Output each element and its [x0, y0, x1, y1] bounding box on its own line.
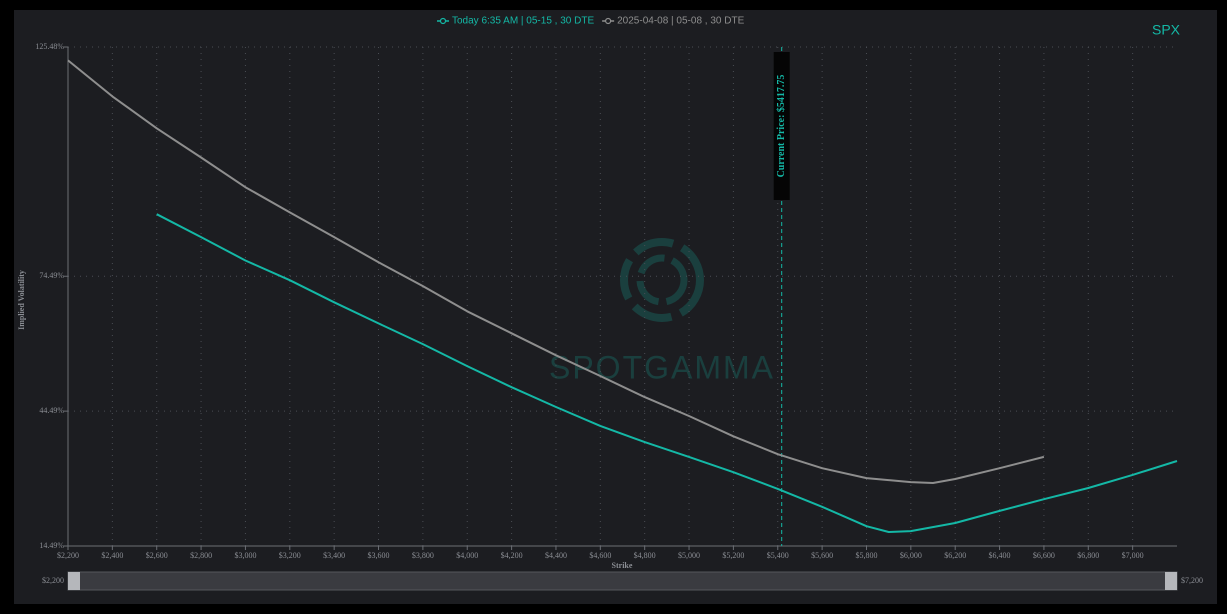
- x-tick-label: $5,600: [811, 551, 833, 560]
- range-slider[interactable]: [67, 571, 1178, 591]
- x-tick-label: $4,600: [589, 551, 611, 560]
- chart-background: [14, 10, 1217, 604]
- x-tick-label: $7,000: [1122, 551, 1144, 560]
- range-slider-end: $7,200: [1181, 576, 1203, 585]
- y-tick-label: 74.49%: [39, 271, 64, 280]
- x-tick-label: $5,200: [722, 551, 744, 560]
- x-tick-label: $4,800: [634, 551, 656, 560]
- x-tick-label: $3,400: [323, 551, 345, 560]
- current-price-label: Current Price: $5417.75: [776, 75, 787, 178]
- watermark: SPOTGAMMA: [549, 238, 775, 385]
- x-tick-label: $3,800: [412, 551, 434, 560]
- x-tick-label: $5,000: [678, 551, 700, 560]
- series-line: [67, 59, 1045, 484]
- range-slider-handle[interactable]: [1165, 572, 1177, 590]
- y-tick-label: 44.49%: [39, 406, 64, 415]
- x-tick-label: $3,000: [234, 551, 256, 560]
- legend-label: Today 6:35 AM | 05-15 , 30 DTE: [452, 16, 594, 27]
- watermark-logo: [620, 238, 704, 322]
- x-tick-label: $2,200: [57, 551, 79, 560]
- x-tick-label: $4,000: [456, 551, 478, 560]
- watermark-text: SPOTGAMMA: [549, 349, 775, 385]
- x-tick-label: $2,600: [146, 551, 168, 560]
- x-tick-label: $6,400: [989, 551, 1011, 560]
- legend: Today 6:35 AM | 05-15 , 30 DTE 2025-04-08…: [437, 16, 745, 27]
- x-tick-label: $4,400: [545, 551, 567, 560]
- range-slider-handle[interactable]: [68, 572, 80, 590]
- y-axis-label: Implied Volatility: [17, 270, 26, 330]
- legend-marker: [439, 17, 447, 25]
- chart-title: SPX: [1152, 22, 1181, 38]
- x-tick-label: $2,800: [190, 551, 212, 560]
- range-slider-start: $2,200: [42, 576, 64, 585]
- y-tick-label: 14.49%: [39, 541, 64, 550]
- x-tick-label: $6,600: [1033, 551, 1055, 560]
- y-tick-label: 125.48%: [35, 42, 64, 51]
- x-tick-label: $6,200: [944, 551, 966, 560]
- current-price-box: [773, 52, 790, 200]
- series-line: [156, 213, 1178, 533]
- x-tick-label: $4,200: [501, 551, 523, 560]
- x-tick-label: $5,800: [855, 551, 877, 560]
- x-tick-label: $6,800: [1077, 551, 1099, 560]
- x-tick-label: $3,600: [368, 551, 390, 560]
- x-tick-label: $2,400: [101, 551, 123, 560]
- x-axis-label: Strike: [612, 561, 633, 570]
- watermark-logo: [636, 254, 688, 306]
- legend-label: 2025-04-08 | 05-08 , 30 DTE: [617, 16, 744, 27]
- x-tick-label: $5,400: [767, 551, 789, 560]
- legend-marker: [605, 17, 612, 25]
- x-tick-label: $6,000: [900, 551, 922, 560]
- x-tick-label: $3,200: [279, 551, 301, 560]
